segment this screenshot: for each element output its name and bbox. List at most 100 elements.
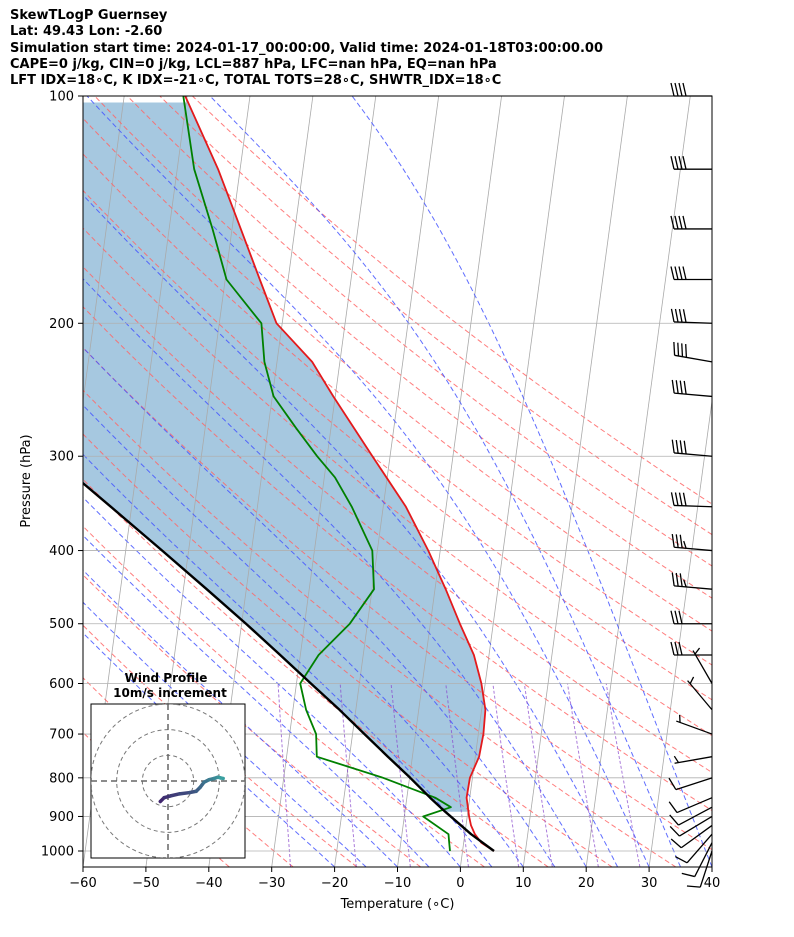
x-tick-label: −60 [69, 876, 96, 891]
dry-adiabat [83, 266, 712, 774]
title-location: Lat: 49.43 Lon: -2.60 [10, 24, 163, 40]
chart-title: SkewTLogP Guernsey Lat: 49.43 Lon: -2.60… [10, 8, 780, 89]
dry-adiabat [83, 306, 712, 812]
y-tick-label: 900 [49, 810, 74, 825]
parcel-line [83, 481, 495, 852]
x-tick-label: −30 [258, 876, 285, 891]
wind-barb [670, 641, 712, 656]
isotherms [83, 96, 712, 867]
y-tick-label: 800 [49, 771, 74, 786]
title-stability-2: LFT IDX=18∘C, K IDX=-21∘C, TOTAL TOTS=28… [10, 73, 502, 89]
x-tick-label: −40 [195, 876, 222, 891]
x-axis-label: Temperature (∘C) [340, 897, 455, 912]
mixing-ratio-line [390, 683, 411, 867]
hodograph-segment [218, 776, 225, 781]
dry-adiabat [83, 189, 712, 701]
y-tick-label: 100 [49, 90, 74, 105]
temperature-line [184, 96, 495, 852]
y-tick-label: 600 [49, 677, 74, 692]
y-tick-label: 700 [49, 728, 74, 743]
moist-adiabat [83, 278, 587, 867]
hodograph-plot [91, 704, 245, 858]
x-tick-label: −10 [384, 876, 411, 891]
y-axis-label: Pressure (hPa) [19, 434, 34, 527]
plot-area [83, 96, 712, 867]
moist-adiabat [83, 534, 430, 867]
dry-adiabat [94, 96, 712, 599]
wind-barb [671, 572, 713, 590]
wind-barb [670, 266, 712, 281]
moist-adiabat [83, 632, 335, 867]
x-tick-label: −50 [132, 876, 159, 891]
moist-adiabat [86, 96, 650, 867]
wind-barb [673, 755, 713, 764]
y-tick-label: 300 [49, 450, 74, 465]
hodograph-title: Wind Profile [125, 671, 208, 685]
x-tick-label: −20 [321, 876, 348, 891]
wind-barb [671, 379, 713, 398]
x-tick-label: 20 [578, 876, 595, 891]
moist-adiabat [83, 601, 367, 867]
isotherm-line [83, 96, 125, 405]
x-tick-label: 10 [515, 876, 532, 891]
wind-barb [670, 82, 712, 97]
y-axis-ticks: 1000 900 800 700 600 500 400 300 200 100 [41, 90, 83, 860]
wind-barb [673, 341, 713, 363]
isotherm-line [271, 96, 377, 867]
isotherm-line [334, 96, 440, 867]
x-axis-ticks: −60 −50 −40 −30 −20 −10 0 10 20 30 40 [69, 867, 720, 891]
dry-adiabat [83, 153, 712, 666]
moist-adiabat [83, 496, 461, 867]
x-tick-label: 0 [456, 876, 464, 891]
y-tick-label: 500 [49, 617, 74, 632]
moist-adiabats [83, 96, 712, 867]
mixing-ratio-line [605, 683, 641, 867]
mixing-ratio-lines [277, 683, 641, 867]
y-tick-label: 1000 [41, 845, 74, 860]
wind-barb [687, 676, 713, 711]
wind-barb [669, 806, 713, 826]
moist-adiabat [83, 569, 398, 867]
wind-barb [671, 439, 713, 457]
x-tick-label: 30 [641, 876, 658, 891]
hodograph-subtitle: 10m/s increment [113, 686, 227, 700]
dry-adiabat [83, 389, 677, 867]
dewpoint-line [182, 96, 452, 852]
mixing-ratio-line [523, 683, 553, 867]
wind-barb [676, 714, 713, 735]
moist-adiabat [83, 404, 524, 867]
wind-barb [670, 610, 712, 625]
mixing-ratio-line [567, 683, 599, 867]
wind-barb [671, 533, 713, 552]
wind-barbs [668, 82, 713, 888]
mixing-ratio-line [277, 683, 292, 867]
mixing-ratio-line [339, 683, 357, 867]
wind-barb [681, 842, 713, 878]
dry-adiabat [83, 117, 712, 632]
dry-adiabat [83, 478, 549, 867]
wind-barb [670, 308, 713, 324]
mixing-ratio-line [445, 683, 469, 867]
moist-adiabat [351, 96, 712, 867]
x-tick-label: 40 [704, 876, 721, 891]
y-tick-label: 200 [49, 317, 74, 332]
dry-adiabat [192, 96, 712, 505]
wind-barb [670, 156, 712, 170]
moist-adiabat [83, 346, 556, 867]
wind-barb [674, 833, 713, 864]
y-tick-label: 400 [49, 544, 74, 559]
isotherm-line [648, 398, 712, 867]
wind-barb [670, 492, 713, 508]
dry-adiabat [83, 347, 712, 851]
wind-barb [686, 850, 713, 888]
title-times: Simulation start time: 2024-01-17_00:00:… [10, 40, 603, 56]
isotherm-line [460, 96, 565, 867]
wind-barb [669, 815, 713, 837]
isotherm-line [522, 96, 628, 867]
hodograph-inset: Wind Profile 10m/s increment [90, 671, 246, 859]
isotherm-line [711, 864, 712, 867]
wind-barb [670, 215, 712, 230]
isotherm-line [585, 96, 691, 867]
title-station: SkewTLogP Guernsey [10, 8, 168, 23]
